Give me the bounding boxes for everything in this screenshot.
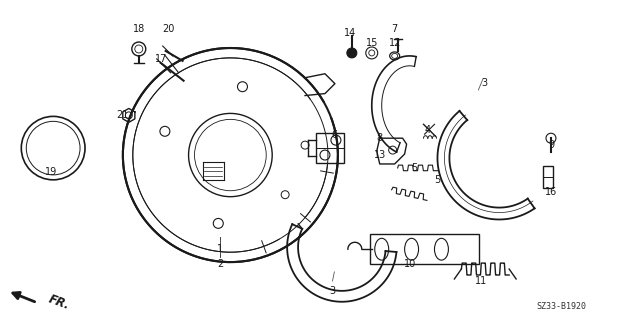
Text: 16: 16 xyxy=(545,187,557,197)
Bar xyxy=(370,234,479,264)
Circle shape xyxy=(347,48,357,58)
Text: 3: 3 xyxy=(481,78,487,88)
Text: 15: 15 xyxy=(366,38,378,48)
Text: 20: 20 xyxy=(163,24,175,34)
Text: 12: 12 xyxy=(389,38,401,48)
Text: 11: 11 xyxy=(475,276,487,286)
Text: 3: 3 xyxy=(329,286,335,296)
Text: 14: 14 xyxy=(344,28,356,38)
Text: 1: 1 xyxy=(217,244,223,254)
Text: 5: 5 xyxy=(434,175,441,185)
Text: SZ33-B1920: SZ33-B1920 xyxy=(536,302,586,311)
Text: 18: 18 xyxy=(133,24,145,34)
Text: 7: 7 xyxy=(392,24,398,34)
Text: 17: 17 xyxy=(154,54,167,64)
Text: 21: 21 xyxy=(116,110,129,120)
Text: FR.: FR. xyxy=(47,293,72,313)
Text: 19: 19 xyxy=(45,167,58,177)
Text: 8: 8 xyxy=(377,133,383,143)
Text: 10: 10 xyxy=(403,259,416,269)
Text: 2: 2 xyxy=(217,259,223,269)
Text: 13: 13 xyxy=(373,150,386,160)
Text: 5: 5 xyxy=(411,163,418,173)
Text: 4: 4 xyxy=(425,125,430,135)
Bar xyxy=(543,166,553,188)
Text: 6: 6 xyxy=(332,130,338,140)
Text: 9: 9 xyxy=(548,140,554,150)
